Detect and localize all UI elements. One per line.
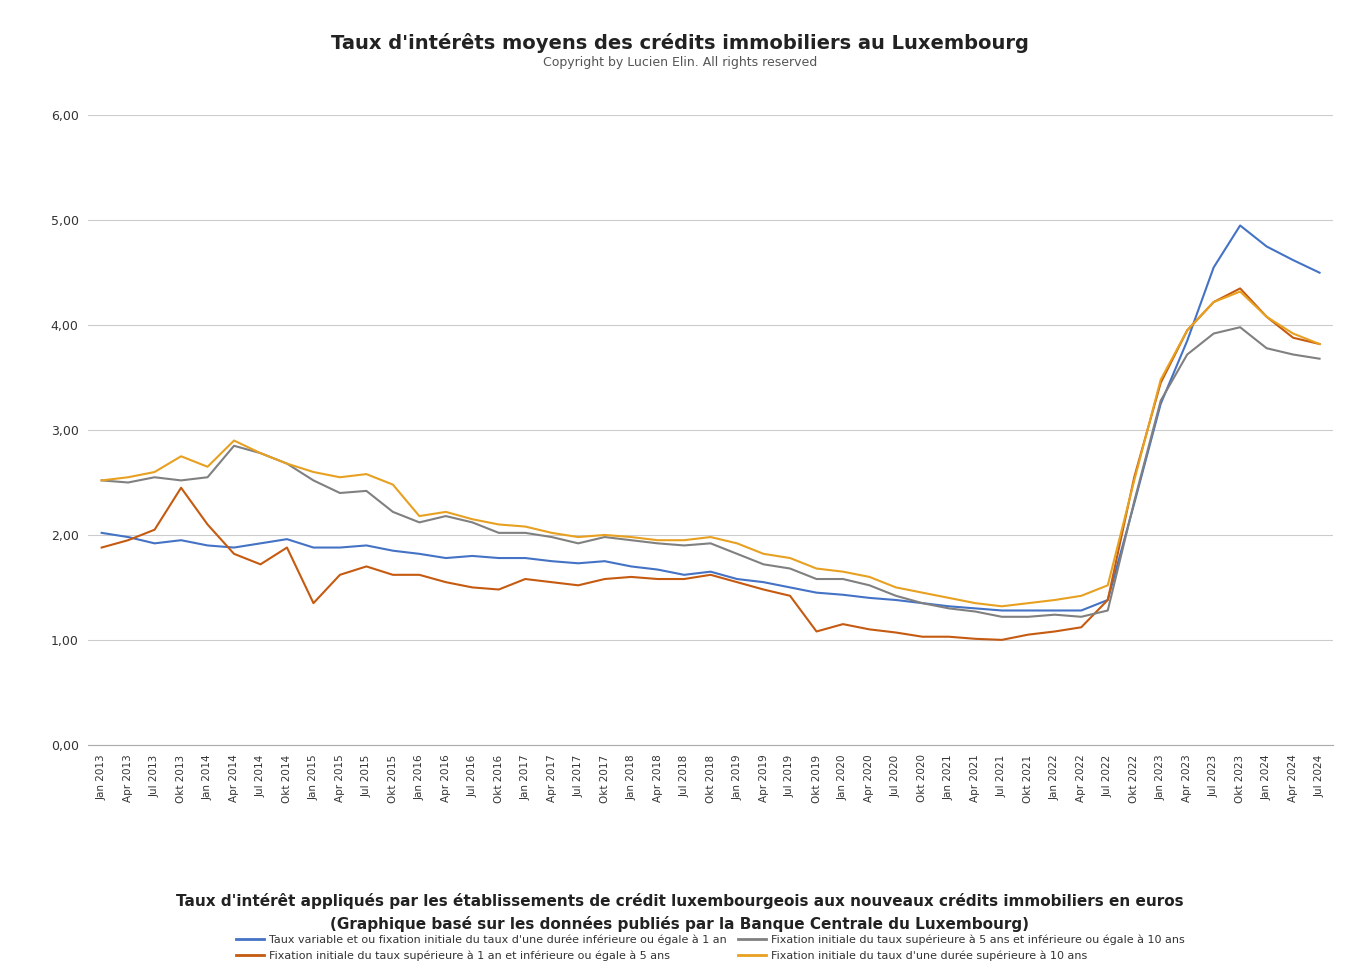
Text: Taux d'intérêt appliqués par les établissements de crédit luxembourgeois aux nou: Taux d'intérêt appliqués par les établis… [177,894,1183,909]
Legend: Taux variable et ou fixation initiale du taux d'une durée inférieure ou égale à : Taux variable et ou fixation initiale du… [231,929,1190,961]
Text: Copyright by Lucien Elin. All rights reserved: Copyright by Lucien Elin. All rights res… [543,56,817,69]
Text: (Graphique basé sur les données publiés par la Banque Centrale du Luxembourg): (Graphique basé sur les données publiés … [330,917,1030,932]
Text: Taux d'intérêts moyens des crédits immobiliers au Luxembourg: Taux d'intérêts moyens des crédits immob… [330,34,1030,53]
